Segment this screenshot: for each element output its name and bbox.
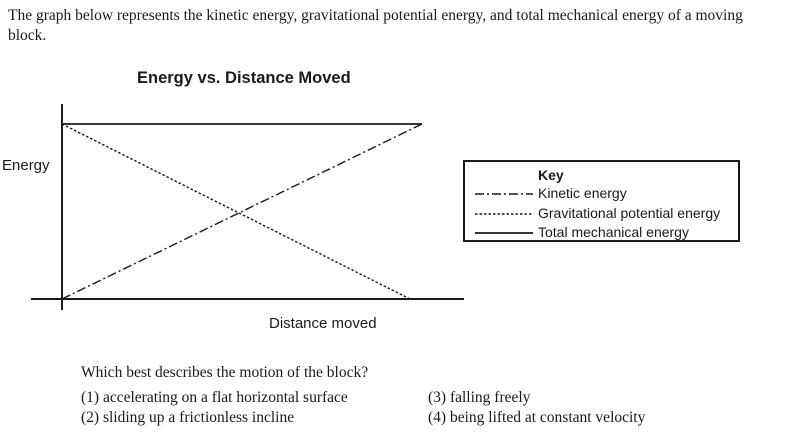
series-line-kinetic xyxy=(61,123,423,300)
legend-label-total: Total mechanical energy xyxy=(538,224,689,240)
legend-label-kinetic: Kinetic energy xyxy=(538,185,627,201)
choice-3[interactable]: (3) falling freely xyxy=(428,389,531,406)
question-prompt: Which best describes the motion of the b… xyxy=(81,364,369,381)
legend: Key Kinetic energy Gravitational potenti… xyxy=(463,160,740,242)
series-layer xyxy=(61,123,423,300)
legend-label-potential: Gravitational potential energy xyxy=(538,205,721,221)
chart-title: Energy vs. Distance Moved xyxy=(137,69,351,87)
legend-title: Key xyxy=(538,167,564,183)
y-axis-label: Energy xyxy=(2,157,50,174)
series-line-potential xyxy=(61,123,411,300)
choice-1[interactable]: (1) accelerating on a flat horizontal su… xyxy=(81,389,348,406)
intro-text: The graph below represents the kinetic e… xyxy=(8,7,743,44)
choice-4[interactable]: (4) being lifted at constant velocity xyxy=(428,409,646,426)
choice-2[interactable]: (2) sliding up a frictionless incline xyxy=(81,409,295,426)
x-axis-label: Distance moved xyxy=(269,315,377,332)
